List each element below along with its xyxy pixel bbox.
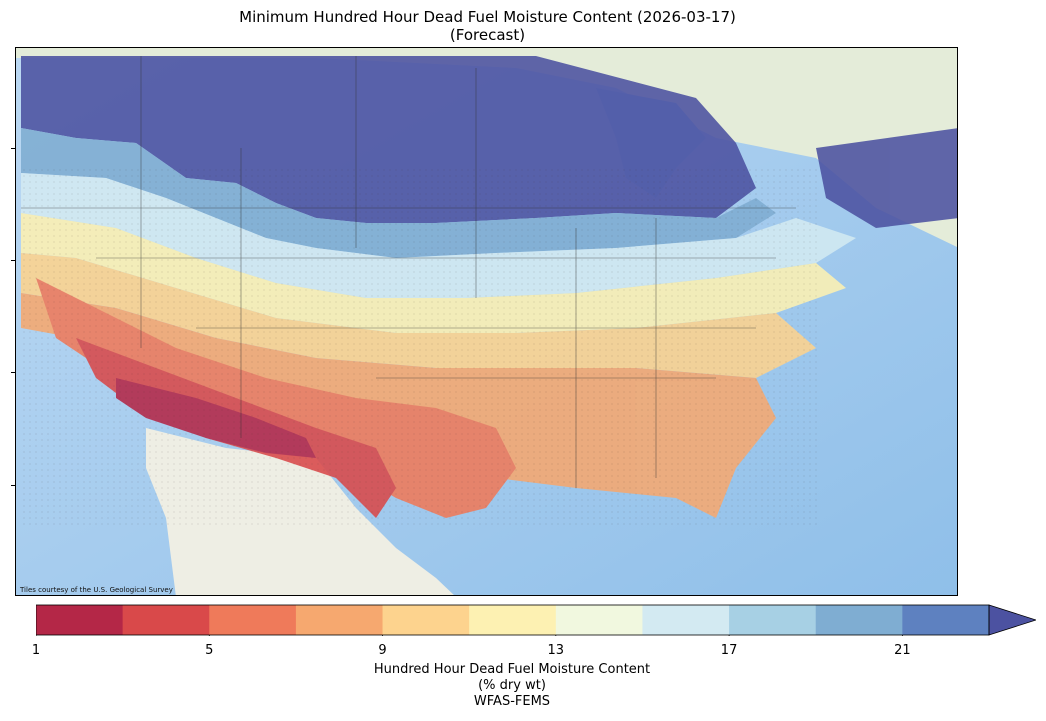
y-tick xyxy=(11,485,15,486)
colorbar-cell xyxy=(555,605,643,635)
colorbar-cell xyxy=(209,605,297,635)
colorbar-extend-max xyxy=(988,604,1036,636)
colorbar-cell xyxy=(469,605,557,635)
state-boundaries xyxy=(21,56,796,488)
colorbar-label: Hundred Hour Dead Fuel Moisture Content … xyxy=(0,662,1024,710)
band-23plus-ne xyxy=(816,128,957,228)
title-line-1: Minimum Hundred Hour Dead Fuel Moisture … xyxy=(239,8,736,26)
colorbar-cell xyxy=(729,605,817,635)
y-tick xyxy=(11,148,15,149)
colorbar-tick-label: 21 xyxy=(894,643,911,658)
colorbar xyxy=(36,604,1036,636)
colorbar-label-line-2: (% dry wt) xyxy=(478,678,546,693)
colorbar-label-line-1: Hundred Hour Dead Fuel Moisture Content xyxy=(373,662,651,677)
colorbar-cell xyxy=(382,605,470,635)
colorbar-ticks xyxy=(36,635,903,636)
colorbar-cell xyxy=(122,605,210,635)
colorbar-cells xyxy=(36,604,1036,636)
colorbar-cell xyxy=(902,605,990,635)
colorbar-tick-label: 17 xyxy=(720,643,738,658)
colorbar-cell xyxy=(295,605,384,635)
colorbar-outline xyxy=(36,604,990,636)
colorbar-tick-label: 1 xyxy=(31,643,41,658)
stipple-overlay xyxy=(21,168,821,528)
title-line-2: (Forecast) xyxy=(449,26,526,44)
map-panel[interactable]: Tiles courtesy of the U.S. Geological Su… xyxy=(15,47,958,596)
colorbar-tick-label: 13 xyxy=(547,643,565,658)
colorbar-tick-label: 5 xyxy=(205,643,214,658)
canada-land xyxy=(16,48,957,248)
colorbar-tick-label: 9 xyxy=(378,643,387,658)
colorbar-label-line-3: WFAS-FEMS xyxy=(473,694,551,709)
colorbar-cell xyxy=(36,605,124,635)
map-attribution: Tiles courtesy of the U.S. Geological Su… xyxy=(20,586,173,594)
y-tick xyxy=(11,372,15,373)
y-tick xyxy=(11,260,15,261)
map-title: Minimum Hundred Hour Dead Fuel Moisture … xyxy=(0,8,975,44)
colorbar-cell xyxy=(815,605,903,635)
colorbar-cell xyxy=(642,605,730,635)
map-canvas xyxy=(16,48,957,595)
